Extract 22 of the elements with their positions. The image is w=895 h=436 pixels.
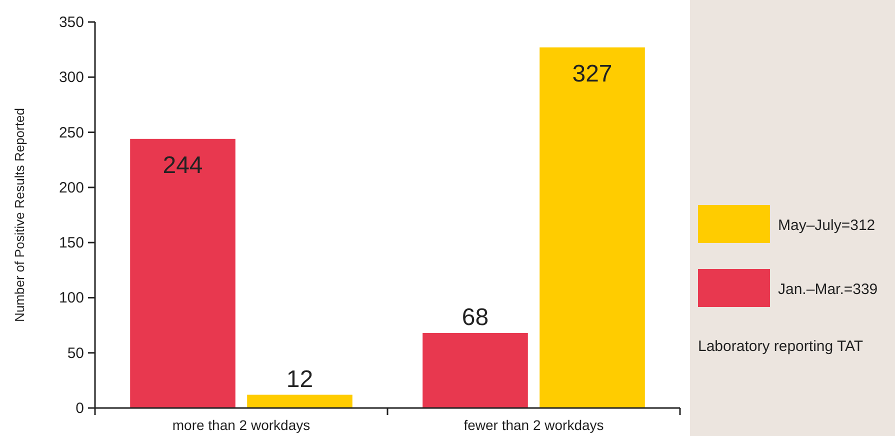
y-tick-label: 150 (58, 234, 84, 252)
x-tick-label: fewer than 2 workdays (464, 417, 604, 433)
x-tick-label: more than 2 workdays (172, 417, 310, 433)
y-tick-label: 50 (67, 344, 84, 362)
bar (540, 47, 645, 408)
y-tick-label: 300 (58, 69, 84, 86)
y-tick-label: 0 (76, 400, 84, 417)
text: Jan.–Mar.=339 (778, 281, 878, 298)
data-label: 327 (572, 60, 612, 88)
text: May–July=312 (778, 217, 876, 234)
data-label: 12 (286, 366, 314, 393)
data-label: 244 (162, 152, 203, 179)
y-tick-label: 350 (58, 14, 84, 31)
legend-title: Laboratory reporting TAT (698, 338, 864, 355)
bar (422, 333, 528, 408)
y-tick-label: 250 (58, 124, 84, 142)
y-axis-title: Number of Positive Results Reported (12, 108, 27, 322)
bar (130, 138, 236, 408)
bar (247, 394, 352, 408)
data-label: 68 (462, 304, 489, 332)
y-tick-label: 200 (58, 179, 84, 196)
y-tick-label: 100 (58, 290, 84, 307)
